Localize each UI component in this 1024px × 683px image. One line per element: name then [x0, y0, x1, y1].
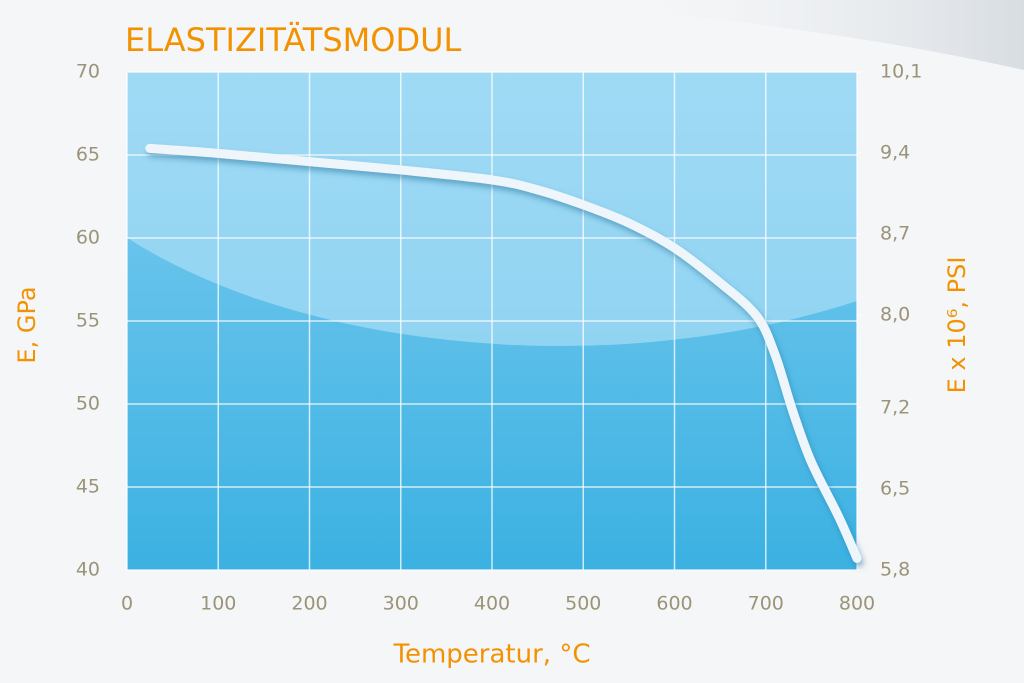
y-axis-label: E, GPa — [13, 286, 41, 363]
chart-title: ELASTIZITÄTSMODUL — [125, 21, 462, 59]
y-tick-label: 45 — [76, 476, 100, 498]
y2-tick-label: 5,8 — [880, 559, 910, 581]
y-tick-label: 65 — [76, 144, 100, 166]
y-tick-label: 55 — [76, 310, 100, 332]
y2-tick-label: 8,0 — [880, 304, 910, 326]
x-tick-label: 800 — [839, 593, 875, 615]
y-tick-label: 60 — [76, 227, 100, 249]
x-tick-label: 300 — [383, 593, 419, 615]
y2-tick-label: 7,2 — [880, 396, 910, 418]
decor-swoosh — [500, 0, 1024, 70]
y2-tick-label: 10,1 — [880, 61, 922, 83]
y-tick-label: 50 — [76, 393, 100, 415]
y-tick-label: 70 — [76, 61, 100, 83]
x-tick-label: 600 — [656, 593, 692, 615]
y2-tick-label: 9,4 — [880, 142, 910, 164]
x-tick-label: 400 — [474, 593, 510, 615]
y2-axis-label: E x 10⁶, PSI — [943, 257, 971, 394]
y-tick-label: 40 — [76, 559, 100, 581]
y2-tick-label: 8,7 — [880, 223, 910, 245]
y2-tick-label: 6,5 — [880, 477, 910, 499]
x-axis-label: Temperatur, °C — [393, 640, 591, 670]
data-line — [145, 143, 862, 563]
x-tick-label: 100 — [200, 593, 236, 615]
x-tick-label: 200 — [291, 593, 327, 615]
x-tick-label: 0 — [121, 593, 133, 615]
x-tick-label: 500 — [565, 593, 601, 615]
x-tick-label: 700 — [748, 593, 784, 615]
